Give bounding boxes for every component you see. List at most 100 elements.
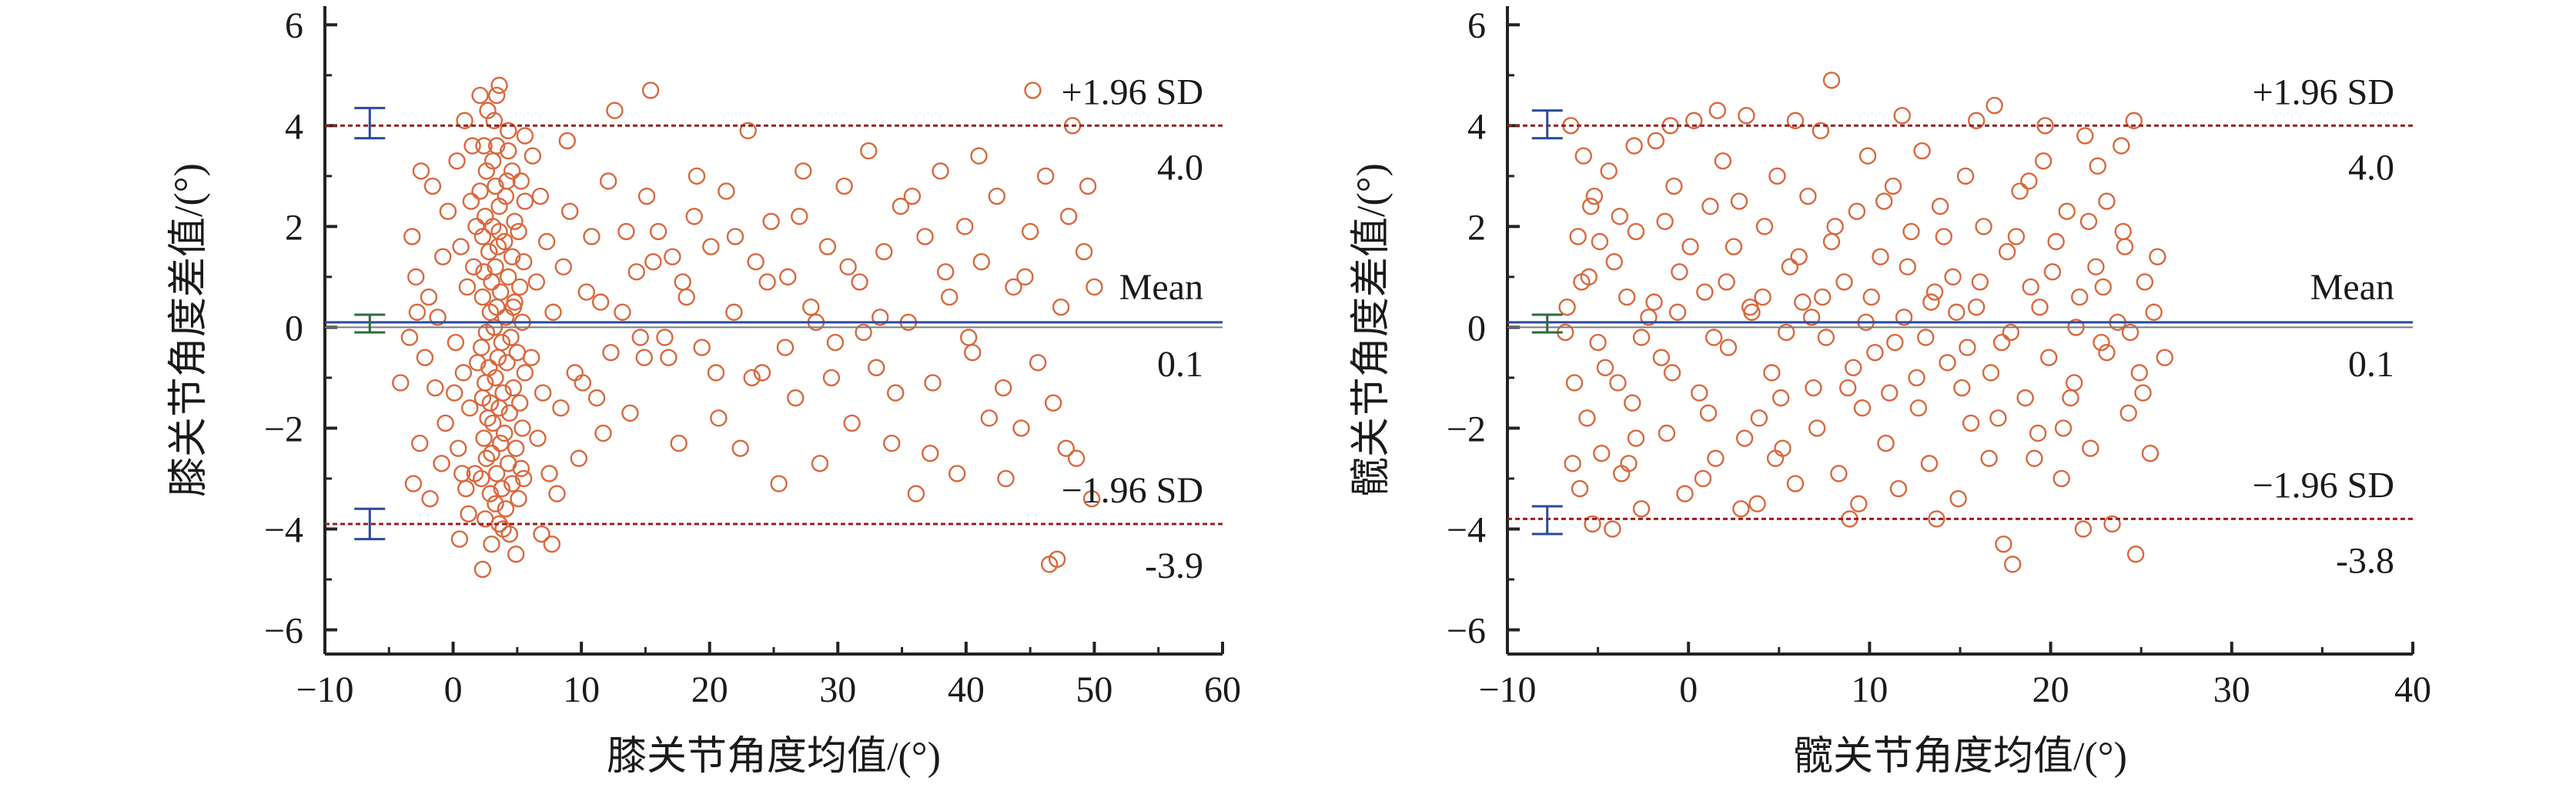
data-point	[2065, 374, 2083, 392]
data-point	[1605, 253, 1623, 271]
data-point	[2130, 364, 2149, 382]
data-point	[2029, 424, 2047, 442]
data-point	[726, 228, 744, 245]
data-point	[488, 86, 506, 105]
data-point	[522, 349, 540, 366]
data-point	[1814, 288, 1832, 306]
data-point	[1656, 212, 1674, 230]
data-point	[490, 399, 508, 417]
data-point	[972, 253, 991, 271]
data-point	[2094, 278, 2113, 296]
data-point	[2047, 232, 2065, 251]
y-tick-label: 2	[1467, 207, 1486, 248]
data-point	[747, 253, 764, 271]
data-point	[1920, 455, 1939, 472]
data-point	[516, 127, 534, 145]
y-tick-label: −2	[1447, 409, 1486, 449]
data-point	[2036, 117, 2054, 135]
data-point	[1699, 404, 1718, 422]
data-point	[1866, 343, 1884, 362]
data-point	[461, 399, 479, 417]
data-point	[1826, 218, 1844, 235]
data-point	[529, 429, 547, 447]
data-point	[770, 475, 788, 492]
data-point	[512, 172, 530, 190]
data-point	[392, 374, 410, 392]
data-point	[540, 465, 558, 482]
data-point	[1959, 339, 1976, 356]
x-tick-label: 10	[1851, 669, 1888, 710]
data-point	[1790, 248, 1808, 265]
data-point	[458, 278, 477, 296]
data-point	[1794, 293, 1812, 311]
data-point	[687, 167, 706, 185]
data-point	[2011, 182, 2029, 200]
mean-value: 0.1	[2348, 344, 2394, 385]
data-point	[477, 208, 494, 225]
y-tick-label: 0	[1467, 308, 1486, 349]
x-tick-label: −10	[1478, 669, 1536, 710]
data-point	[818, 238, 837, 255]
data-point	[2002, 323, 2020, 342]
upper-limit-value: 4.0	[2348, 147, 2394, 188]
data-point	[477, 323, 496, 342]
upper-limit-label: +1.96 SD	[1062, 72, 1203, 112]
data-point	[835, 177, 853, 195]
data-point	[498, 172, 516, 190]
data-point	[420, 288, 438, 306]
data-point	[1886, 333, 1904, 352]
data-point	[802, 298, 820, 316]
data-point	[1995, 535, 2012, 553]
data-point	[937, 263, 955, 281]
data-point	[1604, 520, 1621, 538]
data-point	[1899, 258, 1916, 275]
y-tick-label: 6	[285, 5, 303, 46]
data-point	[1696, 283, 1714, 301]
data-point	[1982, 364, 2000, 382]
data-point	[481, 394, 500, 412]
data-point	[1939, 354, 1956, 372]
data-point	[1663, 364, 1681, 382]
data-point	[1708, 102, 1727, 119]
data-point	[2016, 389, 2034, 407]
data-point	[1908, 369, 1925, 387]
data-point	[1986, 96, 2003, 115]
y-tick-label: −2	[264, 409, 303, 449]
data-point	[514, 419, 531, 437]
data-point	[462, 192, 480, 210]
y-tick-label: 2	[285, 207, 303, 248]
data-point	[500, 404, 519, 422]
data-point	[512, 459, 530, 478]
data-point	[548, 485, 566, 502]
data-point	[467, 218, 485, 235]
data-point	[1627, 222, 1645, 241]
data-point	[487, 177, 504, 195]
data-point	[492, 434, 510, 452]
data-point	[637, 187, 656, 205]
data-point	[463, 137, 481, 155]
data-point	[2054, 419, 2073, 437]
data-point	[1685, 112, 1703, 129]
y-tick-label: 6	[1467, 5, 1486, 46]
data-point	[1612, 465, 1631, 482]
data-point	[566, 364, 584, 382]
knee-bland-altman-panel: −6 −4 −2 0 2 4 6 −10 0 10 20 30 40 50 60 膝关节角度均值/(°) 膝关节…	[167, 5, 1241, 779]
x-axis-label: 髋关节角度均值/(°)	[1793, 735, 2127, 779]
data-point	[408, 303, 427, 321]
data-point	[753, 364, 771, 382]
data-point	[1701, 197, 1719, 215]
data-point	[1935, 228, 1953, 245]
data-point	[560, 202, 579, 220]
data-point	[480, 242, 498, 261]
data-point	[1748, 495, 1766, 512]
data-point	[2125, 112, 2143, 129]
data-point	[471, 86, 489, 105]
x-tick-label: 50	[1076, 669, 1112, 710]
data-point	[1079, 177, 1097, 195]
data-point	[924, 374, 942, 392]
data-point	[1858, 147, 1877, 165]
data-point	[583, 228, 601, 245]
lower-limit-label: −1.96 SD	[2253, 465, 2394, 506]
data-point	[1755, 218, 1774, 235]
